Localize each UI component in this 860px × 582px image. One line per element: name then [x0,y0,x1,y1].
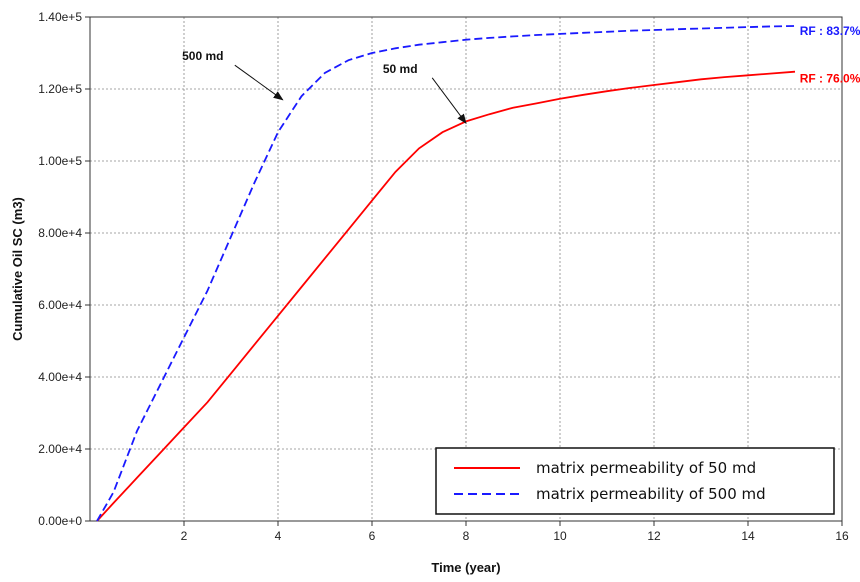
series-lines [96,25,796,522]
y-tick-label: 1.40e+5 [38,10,82,24]
annotations: 500 md 50 md [182,49,467,125]
y-tick-label: 1.20e+5 [38,82,82,96]
legend-box [435,447,835,515]
y-tick-label: 6.00e+4 [38,298,82,312]
series-line-50md [96,70,796,522]
y-tick-label: 4.00e+4 [38,370,82,384]
x-tick-label: 4 [275,529,282,543]
y-tick-label: 0.00e+0 [38,514,82,528]
x-tick-label: 2 [181,529,188,543]
annotation-label: 50 md [383,62,418,76]
y-tick-label: 8.00e+4 [38,226,82,240]
y-tick-label: 1.00e+5 [38,154,82,168]
y-axis-ticks: 0.00e+0 2.00e+4 4.00e+4 6.00e+4 8.00e+4 1.00e… [38,10,90,528]
legend: matrix permeability of 50 md matrix perm… [435,447,835,515]
y-axis-title: Cumulative Oil SC (m3) [10,197,25,341]
x-axis-ticks: 2 4 6 8 10 12 14 16 [181,521,849,543]
rf-label: RF : 76.0% [800,72,860,86]
x-tick-label: 16 [835,529,849,543]
annotation-label: 500 md [182,49,223,63]
x-tick-label: 12 [647,529,661,543]
series-line-500md [96,25,796,522]
y-tick-label: 2.00e+4 [38,442,82,456]
annotation-arrow [431,77,467,125]
x-axis-title: Time (year) [431,560,500,575]
rf-labels: RF : 83.7% RF : 76.0% [800,24,860,86]
legend-label-500md: matrix permeability of 500 md [536,485,766,503]
x-tick-label: 14 [741,529,755,543]
rf-label: RF : 83.7% [800,24,860,38]
x-tick-label: 6 [369,529,376,543]
annotation-arrow [234,64,284,101]
x-tick-label: 10 [553,529,567,543]
legend-label-50md: matrix permeability of 50 md [536,459,756,477]
x-tick-label: 8 [463,529,470,543]
